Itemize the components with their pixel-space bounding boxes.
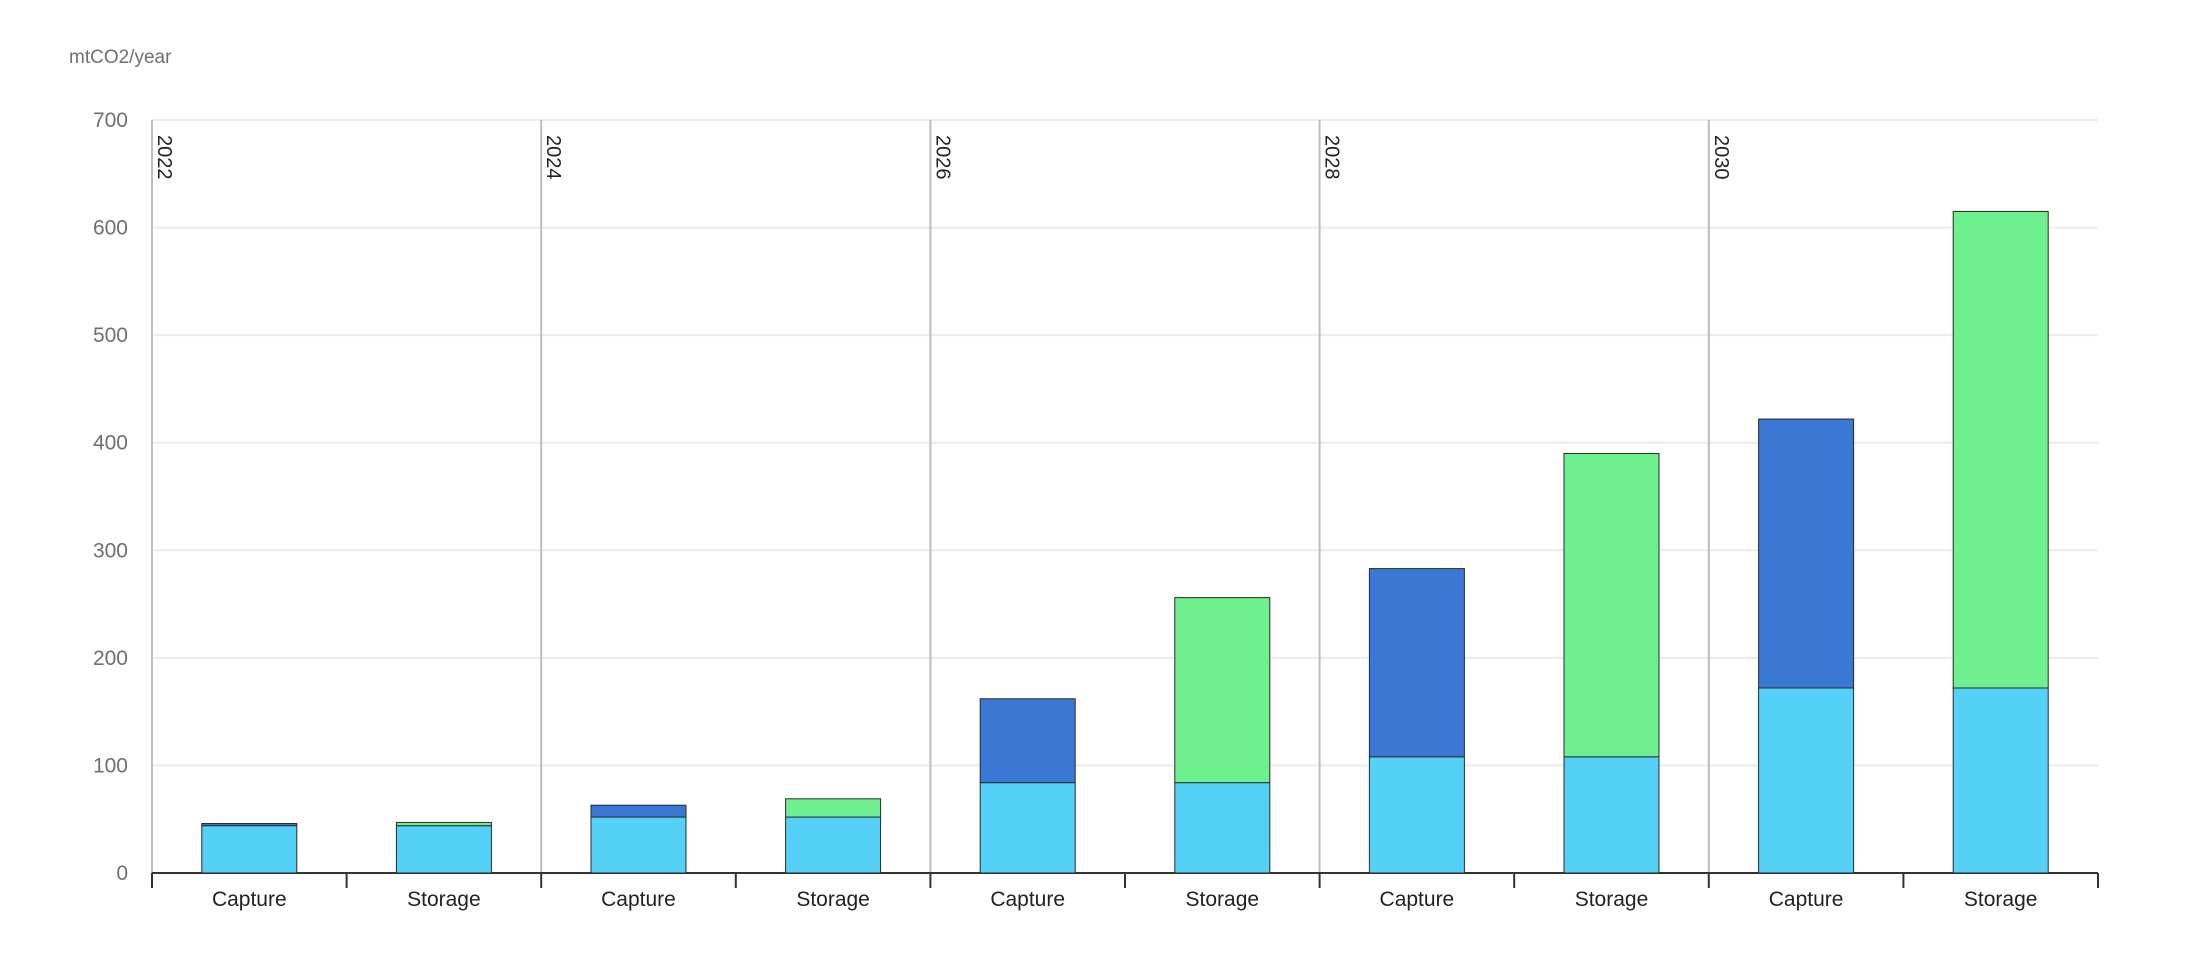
x-tick-label: Storage bbox=[407, 888, 481, 911]
x-tick-label: Storage bbox=[1575, 888, 1649, 911]
y-tick-label: 0 bbox=[116, 862, 128, 885]
y-tick-label: 600 bbox=[93, 217, 128, 240]
bar-segment-capture-top bbox=[1368, 568, 1465, 758]
y-tick-label: 500 bbox=[93, 324, 128, 347]
bar-segment-capture-top bbox=[201, 823, 298, 827]
bar-segment-storage-top bbox=[1563, 452, 1660, 758]
bar-segment-base bbox=[201, 825, 298, 874]
bar-segment-capture-top bbox=[590, 804, 687, 818]
x-tick-label: Storage bbox=[1186, 888, 1260, 911]
y-tick-label: 200 bbox=[93, 647, 128, 670]
group-year-label: 2024 bbox=[542, 135, 564, 180]
bar-segment-capture-top bbox=[1758, 418, 1855, 689]
y-axis-unit-label: mtCO2/year bbox=[69, 47, 172, 68]
group-year-label: 2028 bbox=[1321, 135, 1343, 180]
x-tick-label: Capture bbox=[212, 888, 287, 911]
group-year-label: 2026 bbox=[931, 135, 953, 180]
x-tick-label: Capture bbox=[1380, 888, 1455, 911]
bar-segment-base bbox=[590, 816, 687, 874]
group-year-label: 2022 bbox=[153, 135, 175, 180]
bar-segment-capture-top bbox=[979, 698, 1076, 784]
bar-segment-base bbox=[1563, 756, 1660, 874]
y-tick-label: 400 bbox=[93, 432, 128, 455]
x-tick-label: Capture bbox=[601, 888, 676, 911]
bar-segment-base bbox=[1368, 756, 1465, 874]
group-year-label: 2030 bbox=[1710, 135, 1732, 180]
x-tick-label: Capture bbox=[1769, 888, 1844, 911]
bar-segment-storage-top bbox=[1952, 210, 2049, 689]
bar-segment-base bbox=[395, 825, 492, 874]
bar-segment-base bbox=[1758, 687, 1855, 874]
x-tick-label: Capture bbox=[990, 888, 1065, 911]
bar-segment-base bbox=[785, 816, 882, 874]
bar-segment-base bbox=[1174, 782, 1271, 874]
bar-segment-storage-top bbox=[395, 821, 492, 827]
y-tick-label: 700 bbox=[93, 109, 128, 132]
y-tick-label: 100 bbox=[93, 754, 128, 777]
bar-segment-storage-top bbox=[1174, 597, 1271, 784]
bar-segment-base bbox=[1952, 687, 2049, 874]
x-tick-label: Storage bbox=[1964, 888, 2038, 911]
x-tick-label: Storage bbox=[796, 888, 870, 911]
bar-segment-base bbox=[979, 782, 1076, 874]
y-tick-label: 300 bbox=[93, 539, 128, 562]
bar-segment-storage-top bbox=[785, 798, 882, 818]
